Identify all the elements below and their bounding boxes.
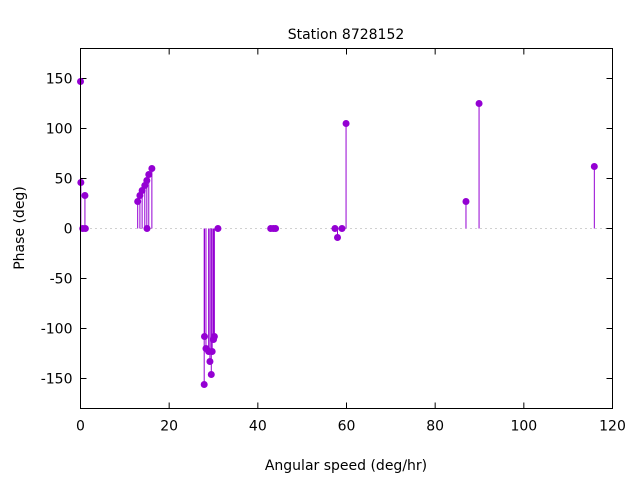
data-point: [81, 192, 89, 199]
data-point: [590, 163, 598, 170]
y-tick-label: -100: [41, 322, 73, 338]
data-point: [214, 225, 222, 232]
x-tick-label: 80: [426, 419, 444, 435]
chart-title: Station 8728152: [288, 27, 405, 43]
data-point: [200, 381, 208, 388]
x-tick-label: 20: [160, 419, 178, 435]
y-tick-label: 150: [46, 72, 73, 88]
y-tick-label: 50: [55, 172, 73, 188]
x-tick-label: 120: [599, 419, 626, 435]
x-tick-label: 100: [510, 419, 537, 435]
x-tick-label: 0: [76, 419, 85, 435]
plot-border: [80, 48, 613, 409]
data-point: [272, 225, 280, 232]
data-point: [201, 333, 209, 340]
data-point: [331, 225, 339, 232]
y-tick-label: 100: [46, 122, 73, 138]
y-tick-label: -50: [50, 272, 73, 288]
y-axis-label: Phase (deg): [12, 186, 28, 270]
y-tick-label: 0: [64, 222, 73, 238]
data-point: [207, 371, 215, 378]
data-point: [462, 198, 470, 205]
x-tick-label: 60: [338, 419, 356, 435]
data-point: [206, 358, 214, 365]
y-tick-label: -150: [41, 372, 73, 388]
data-point: [145, 171, 153, 178]
data-point: [334, 234, 342, 241]
data-point: [475, 100, 483, 107]
x-axis-label: Angular speed (deg/hr): [265, 458, 427, 474]
data-point: [342, 120, 350, 127]
data-point: [143, 225, 151, 232]
data-point: [81, 225, 89, 232]
data-point: [210, 333, 218, 340]
x-tick-label: 40: [249, 419, 267, 435]
data-point: [338, 225, 346, 232]
data-point: [148, 165, 156, 172]
data-point: [208, 348, 216, 355]
